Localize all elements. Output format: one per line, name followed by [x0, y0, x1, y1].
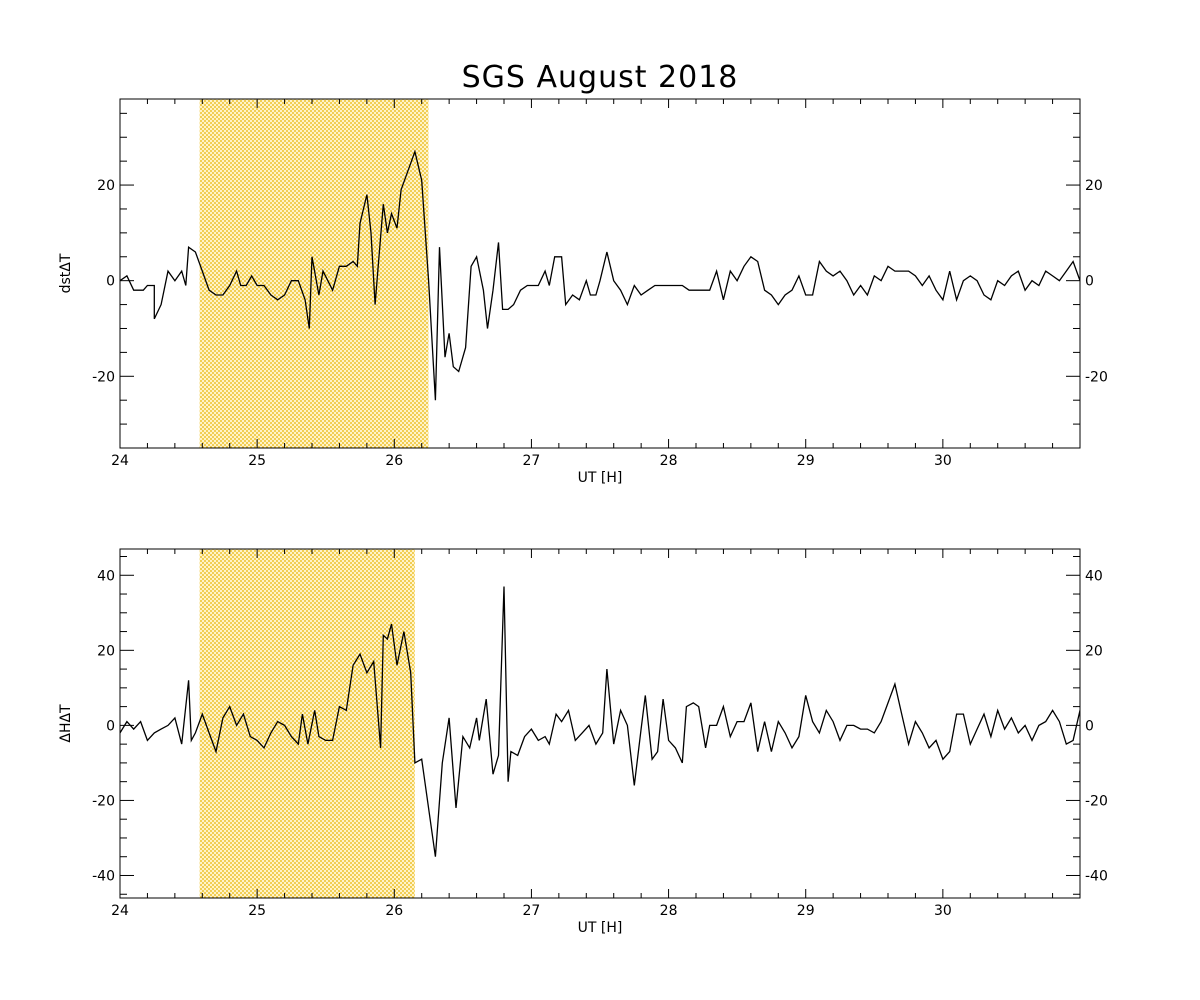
x-tick-label: 28 — [660, 453, 678, 469]
x-tick-label: 27 — [523, 453, 541, 469]
y-tick-label-left: -20 — [92, 369, 115, 385]
y-tick-label-right: -20 — [1085, 793, 1108, 809]
bottom-panel: 24 25 26 27 28 29 30 40 40 20 20 0 0 -20 -20 -40 -40 UT [… — [58, 548, 1108, 936]
y-tick-label-left: 0 — [106, 274, 115, 290]
x-tick-label: 24 — [111, 903, 129, 919]
axes-frame — [119, 548, 1081, 899]
y-tick-label-left: -40 — [92, 868, 115, 884]
axes-frame — [119, 98, 1081, 449]
x-tick-label: 25 — [248, 903, 266, 919]
top-panel: 24 25 26 27 28 29 30 20 20 0 0 -20 -20 UT [H] dstΔT — [58, 98, 1108, 486]
y-tick-label-left: 40 — [97, 568, 115, 584]
data-line — [120, 586, 1080, 857]
chart-title: SGS August 2018 — [462, 60, 739, 95]
y-axis-label: ΔHΔT — [58, 704, 74, 743]
x-tick-label: 24 — [111, 453, 129, 469]
y-tick-label-right: 40 — [1085, 568, 1103, 584]
x-tick-label: 27 — [523, 903, 541, 919]
x-tick-label: 26 — [385, 453, 403, 469]
y-tick-label-right: 0 — [1085, 718, 1094, 734]
highlight-region — [199, 549, 415, 898]
y-tick-label-right: -40 — [1085, 868, 1108, 884]
x-tick-label: 26 — [385, 903, 403, 919]
y-tick-label-right: -20 — [1085, 369, 1108, 385]
y-tick-label-right: 20 — [1085, 643, 1103, 659]
y-tick-label-left: 20 — [97, 643, 115, 659]
y-tick-label-left: -20 — [92, 793, 115, 809]
y-tick-label-right: 0 — [1085, 274, 1094, 290]
x-tick-label: 29 — [797, 903, 815, 919]
x-axis-label: UT [H] — [578, 470, 623, 486]
x-tick-label: 29 — [797, 453, 815, 469]
y-tick-label-right: 20 — [1085, 178, 1103, 194]
x-tick-label: 30 — [934, 453, 952, 469]
y-tick-label-left: 0 — [106, 718, 115, 734]
x-tick-label: 25 — [248, 453, 266, 469]
y-axis-label: dstΔT — [58, 253, 74, 293]
y-tick-label-left: 20 — [97, 178, 115, 194]
x-tick-label: 30 — [934, 903, 952, 919]
x-axis-label: UT [H] — [578, 920, 623, 936]
x-tick-label: 28 — [660, 903, 678, 919]
data-line — [120, 149, 1080, 401]
highlight-region — [199, 99, 429, 448]
